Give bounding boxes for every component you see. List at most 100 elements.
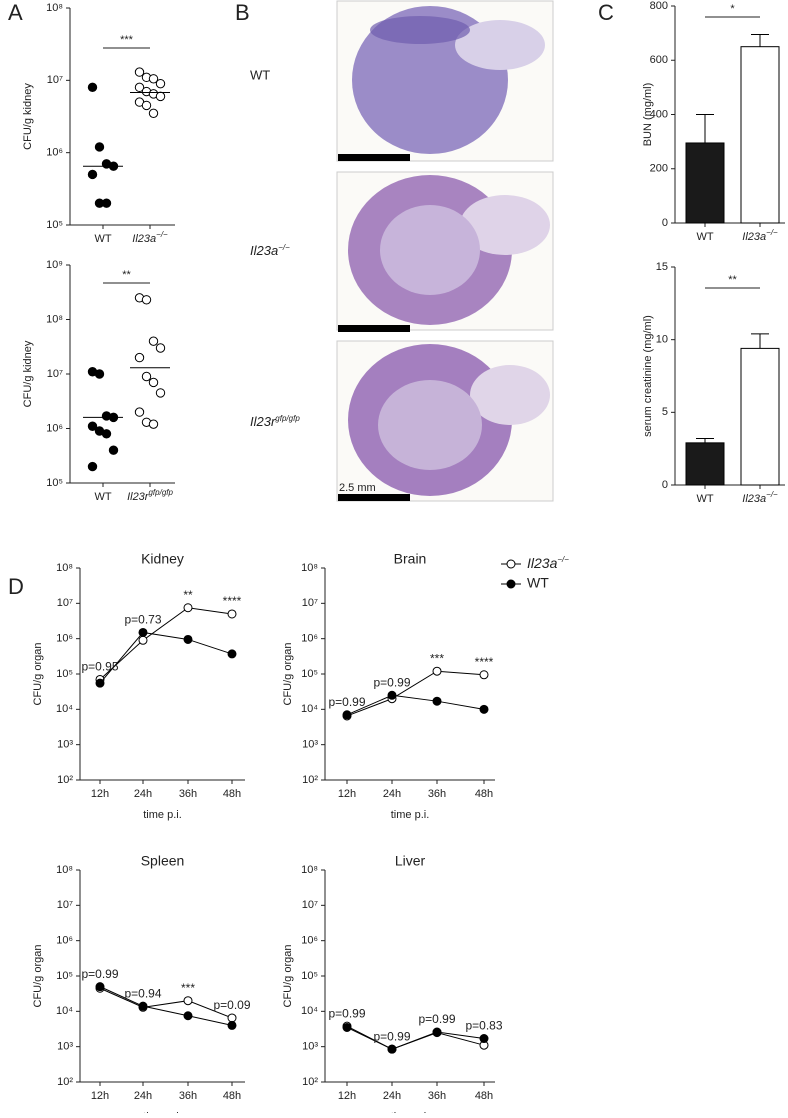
x-tick-label: 48h xyxy=(475,788,493,800)
data-point xyxy=(479,704,489,714)
data-point xyxy=(227,649,237,659)
series-line xyxy=(99,986,233,1026)
data-point xyxy=(138,1001,148,1011)
y-tick-label: 10⁴ xyxy=(56,1005,73,1017)
y-tick-label: 10² xyxy=(302,1076,318,1088)
y-tick-label: 10⁵ xyxy=(301,970,318,982)
data-point xyxy=(95,982,105,992)
y-tick-label: 10⁸ xyxy=(301,864,318,876)
data-point xyxy=(227,1020,237,1030)
y-axis-label: serum creatinine (mg/ml) xyxy=(642,315,654,437)
chart-title: Kidney xyxy=(141,551,184,567)
y-axis-label: CFU/g organ xyxy=(282,945,294,1008)
legend-label-base: Il23a xyxy=(527,555,558,571)
data-point xyxy=(138,635,148,645)
x-tick-label: 48h xyxy=(223,788,241,800)
annotation: p=0.95 xyxy=(81,660,118,674)
row-label-sup: −/− xyxy=(278,243,290,252)
data-point xyxy=(108,445,119,455)
x-tick-label: WT xyxy=(696,231,713,243)
row-label-sup: gfp/gfp xyxy=(275,414,300,423)
y-axis-label: CFU/g organ xyxy=(32,643,44,706)
tissue-patch xyxy=(370,16,470,44)
annotation: p=0.99 xyxy=(373,675,410,689)
data-point xyxy=(94,142,105,152)
x-tick-label: 24h xyxy=(134,788,152,800)
scale-bar xyxy=(338,154,410,161)
legend-label: Il23a−/− xyxy=(527,555,569,571)
annotation: p=0.99 xyxy=(328,695,365,709)
y-tick-label: 10⁸ xyxy=(56,562,73,574)
y-tick-label: 10⁹ xyxy=(46,259,63,271)
x-tick-label-sup: −/− xyxy=(156,230,168,239)
data-point xyxy=(141,371,152,382)
y-tick-label: 200 xyxy=(650,163,668,175)
x-tick-label: Il23rgfp/gfp xyxy=(127,488,173,503)
data-point xyxy=(148,377,159,388)
scale-bar-label: 2.5 mm xyxy=(339,482,376,494)
data-point xyxy=(155,78,166,89)
data-point xyxy=(87,461,98,472)
y-tick-label: 10⁷ xyxy=(302,597,318,609)
y-tick-label: 10⁷ xyxy=(47,74,63,86)
data-point xyxy=(134,352,145,363)
data-point xyxy=(148,74,159,84)
y-tick-label: 10⁶ xyxy=(301,935,318,947)
significance-label: ** xyxy=(122,269,131,281)
annotation: p=0.99 xyxy=(81,967,118,981)
series-line xyxy=(346,694,485,716)
legend-marker xyxy=(506,579,516,589)
x-tick-label: 12h xyxy=(91,788,109,800)
data-point xyxy=(387,690,397,700)
data-point xyxy=(479,670,489,680)
y-tick-label: 10⁵ xyxy=(46,219,63,231)
histology-images xyxy=(336,0,554,502)
scale-bar xyxy=(338,494,410,501)
significance-label: *** xyxy=(120,34,134,46)
y-tick-label: 10⁴ xyxy=(301,703,318,715)
series-line xyxy=(99,987,233,1019)
row-label: Il23a−/− xyxy=(250,243,290,259)
x-tick-label: 48h xyxy=(475,1090,493,1102)
y-tick-label: 10 xyxy=(656,334,668,346)
y-tick-label: 0 xyxy=(662,217,668,229)
data-point xyxy=(155,91,166,102)
data-point xyxy=(342,710,352,720)
data-point xyxy=(387,1044,397,1054)
series-line xyxy=(346,670,485,717)
x-tick-label: Il23a−/− xyxy=(742,228,778,243)
y-axis-label: CFU/g kidney xyxy=(22,83,34,150)
y-tick-label: 800 xyxy=(650,0,668,12)
panel-label: A xyxy=(8,0,23,25)
x-tick-label: 36h xyxy=(428,1090,446,1102)
data-point xyxy=(95,678,105,688)
data-point xyxy=(148,419,159,429)
data-point xyxy=(94,369,105,379)
y-tick-label: 10⁸ xyxy=(56,864,73,876)
tissue xyxy=(470,365,550,425)
chart-title: Brain xyxy=(394,551,427,567)
y-tick-label: 10⁸ xyxy=(301,562,318,574)
data-point xyxy=(148,336,159,346)
y-tick-label: 10² xyxy=(57,1076,73,1088)
annotation: **** xyxy=(223,594,242,608)
tissue xyxy=(460,195,550,255)
x-tick-label: 36h xyxy=(179,788,197,800)
annotation: *** xyxy=(430,651,444,665)
row-label: WT xyxy=(250,67,270,82)
x-tick-label: Il23a−/− xyxy=(132,230,168,245)
x-tick-label: 36h xyxy=(428,788,446,800)
y-tick-label: 10⁷ xyxy=(57,597,73,609)
y-tick-label: 10⁸ xyxy=(46,313,63,325)
x-tick-label: 12h xyxy=(338,1090,356,1102)
y-axis-label: CFU/g organ xyxy=(32,945,44,1008)
y-tick-label: 0 xyxy=(662,479,668,491)
y-tick-label: 10⁸ xyxy=(46,2,63,14)
y-tick-label: 5 xyxy=(662,406,668,418)
data-point xyxy=(183,996,193,1006)
series-line xyxy=(346,1026,485,1050)
x-tick-label: Il23a−/− xyxy=(742,490,778,505)
panel-label: D xyxy=(8,574,24,599)
